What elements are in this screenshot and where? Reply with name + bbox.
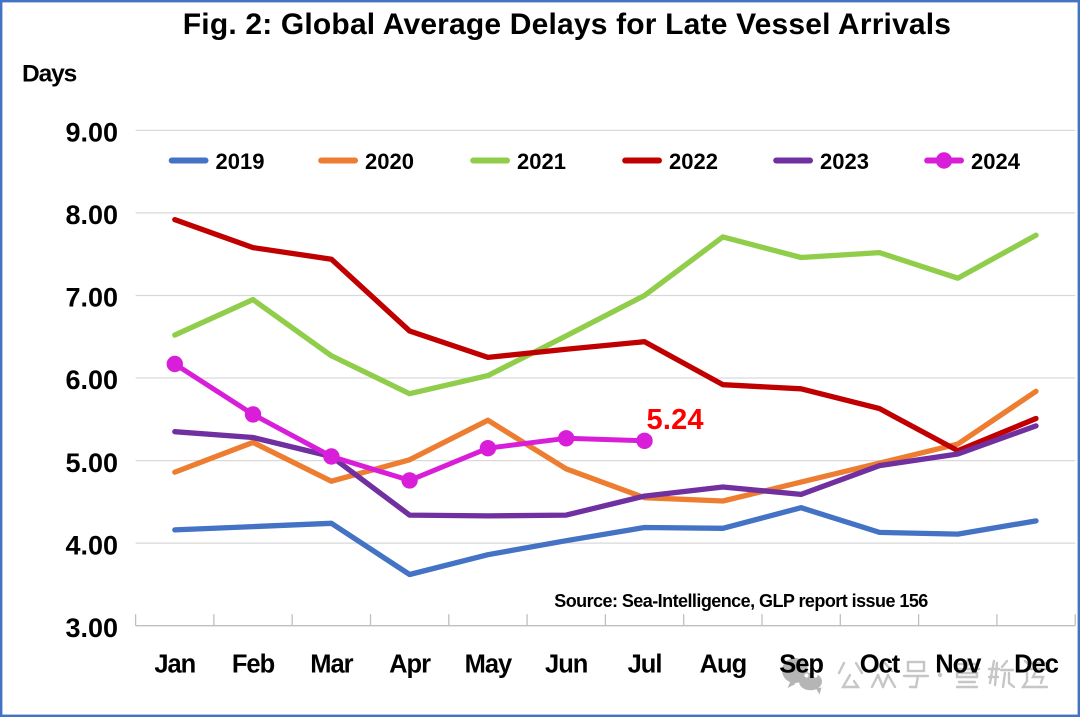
svg-text:2023: 2023: [820, 149, 869, 174]
svg-text:Jun: Jun: [545, 651, 587, 679]
svg-text:2021: 2021: [517, 149, 566, 174]
svg-text:Mar: Mar: [310, 651, 353, 679]
svg-text:5.00: 5.00: [65, 448, 118, 478]
svg-text:6.00: 6.00: [65, 365, 118, 395]
svg-text:Feb: Feb: [232, 651, 275, 679]
svg-text:Nov: Nov: [935, 651, 982, 679]
svg-text:2019: 2019: [216, 149, 265, 174]
svg-text:Sep: Sep: [779, 651, 823, 679]
svg-text:3.00: 3.00: [65, 613, 118, 643]
svg-text:7.00: 7.00: [65, 283, 118, 313]
svg-text:Oct: Oct: [860, 651, 901, 679]
svg-text:Jul: Jul: [628, 651, 662, 679]
svg-text:Fig. 2: Global Average Delays: Fig. 2: Global Average Delays for Late V…: [183, 8, 951, 41]
svg-text:8.00: 8.00: [65, 200, 118, 230]
svg-text:Jan: Jan: [154, 651, 195, 679]
svg-text:May: May: [465, 651, 513, 679]
svg-text:4.00: 4.00: [65, 530, 118, 560]
svg-text:2024: 2024: [971, 149, 1021, 174]
svg-text:Aug: Aug: [700, 651, 747, 679]
svg-text:9.00: 9.00: [65, 118, 118, 148]
svg-text:2022: 2022: [669, 149, 718, 174]
svg-text:2020: 2020: [365, 149, 414, 174]
svg-text:Days: Days: [22, 61, 77, 88]
svg-text:Apr: Apr: [389, 651, 431, 679]
svg-text:Dec: Dec: [1014, 651, 1059, 679]
svg-text:5.24: 5.24: [647, 404, 704, 436]
svg-text:Source: Sea-Intelligence, GLP: Source: Sea-Intelligence, GLP report iss…: [554, 591, 928, 611]
